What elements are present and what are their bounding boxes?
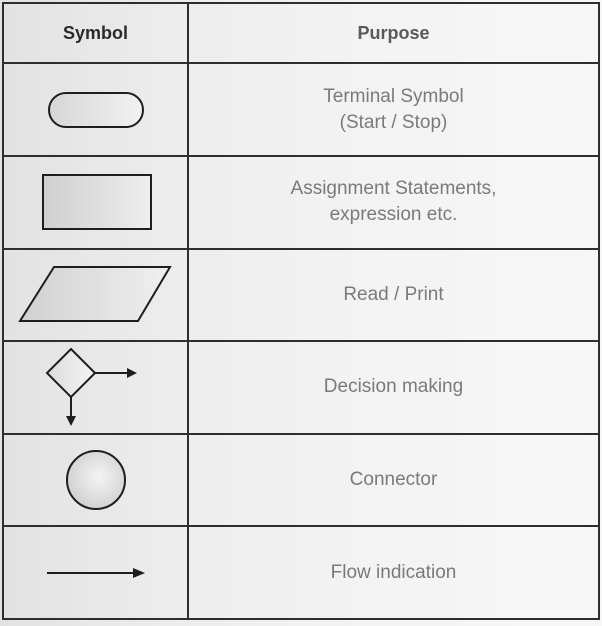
purpose-cell: Assignment Statements, expression etc. [187,154,600,250]
table-row: Assignment Statements, expression etc. [2,154,600,250]
purpose-cell: Connector [187,432,600,528]
purpose-line: expression etc. [329,204,458,226]
symbol-cell [2,525,189,620]
purpose-line: Read / Print [343,283,444,305]
connector-circle-icon [65,450,126,511]
table-row: Terminal Symbol (Start / Stop) [2,62,600,157]
purpose-line: Connector [349,469,438,491]
table-row: Read / Print [2,247,600,343]
purpose-line: Terminal Symbol [323,85,464,107]
table-row: Flow indication [2,525,600,620]
purpose-cell: Decision making [187,340,600,435]
symbol-cell [2,432,189,528]
flow-arrow-icon [46,567,145,578]
purpose-line: Assignment Statements, [290,178,497,200]
purpose-line: (Start / Stop) [339,111,448,133]
symbol-column-header: Symbol [2,1,189,65]
purpose-cell: Terminal Symbol (Start / Stop) [187,62,600,157]
input-output-parallelogram-icon [17,265,172,322]
purpose-cell: Read / Print [187,247,600,343]
symbol-cell [2,247,189,343]
symbol-cell [2,154,189,250]
table-row: Decision making [2,340,600,435]
symbol-cell [2,62,189,157]
symbol-cell [2,340,189,435]
header-row: Symbol Purpose [2,1,600,65]
decision-diamond-icon [45,348,137,427]
process-rectangle-icon [41,174,152,231]
terminal-icon [47,91,144,128]
purpose-line: Decision making [323,376,464,398]
table-row: Connector [2,432,600,528]
purpose-cell: Flow indication [187,525,600,620]
purpose-line: Flow indication [330,561,457,583]
purpose-column-header: Purpose [187,1,600,65]
